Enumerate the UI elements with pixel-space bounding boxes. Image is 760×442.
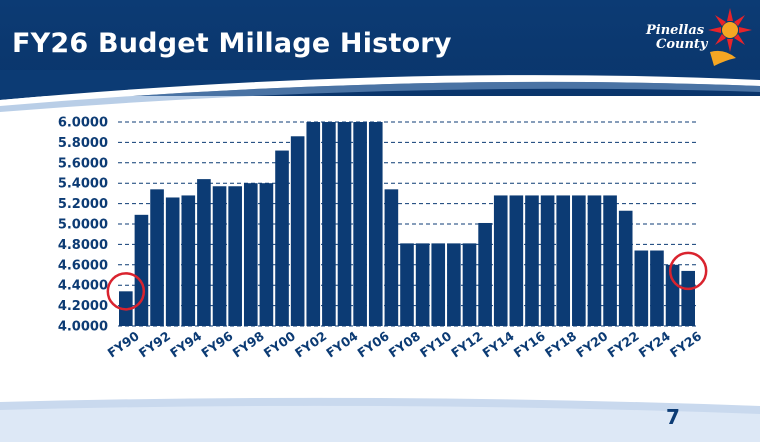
bar-fy01 xyxy=(290,136,305,326)
y-tick-label: 6.0000 xyxy=(58,116,108,131)
y-tick-label: 5.0000 xyxy=(58,218,108,233)
bar-fy03 xyxy=(322,122,336,326)
slide-title: FY26 Budget Millage History xyxy=(12,28,452,59)
x-tick-label: FY98 xyxy=(230,328,267,360)
x-tick-label: FY04 xyxy=(323,328,361,361)
x-tick-label: FY10 xyxy=(417,328,455,361)
bar-fy93 xyxy=(165,197,180,326)
bar-fy20 xyxy=(587,195,602,326)
x-tick-label: FY12 xyxy=(448,328,485,360)
y-tick-label: 4.4000 xyxy=(58,279,108,294)
footer-band xyxy=(0,397,760,442)
bar-fy05 xyxy=(353,122,367,326)
y-tick-label: 4.8000 xyxy=(58,238,108,253)
bar-fy98 xyxy=(243,183,258,326)
bar-fy16 xyxy=(525,195,539,326)
bar-fy12 xyxy=(462,243,477,326)
bar-fy97 xyxy=(228,186,242,326)
bar-fy00 xyxy=(275,150,289,326)
x-tick-label: FY18 xyxy=(542,328,579,360)
x-tick-label: FY96 xyxy=(198,328,236,361)
y-tick-label: 4.6000 xyxy=(58,258,108,273)
y-tick-label: 5.4000 xyxy=(58,177,108,192)
bar-fy10 xyxy=(431,243,446,326)
x-tick-label: FY02 xyxy=(292,328,329,360)
x-tick-label: FY22 xyxy=(604,328,641,360)
bar-fy13 xyxy=(478,222,492,326)
logo-text-pinellas: Pinellas xyxy=(646,23,705,38)
bar-fy22 xyxy=(618,210,633,326)
bar-fy14 xyxy=(493,195,508,326)
bar-fy09 xyxy=(415,243,430,326)
bar-fy15 xyxy=(509,195,524,326)
bar-fy26 xyxy=(681,270,695,326)
bar-fy96 xyxy=(212,186,227,326)
header-curve xyxy=(0,70,760,112)
x-tick-label: FY08 xyxy=(386,328,423,360)
logo-text-county: County xyxy=(656,37,708,52)
x-tick-label: FY16 xyxy=(511,328,549,361)
y-tick-label: 4.0000 xyxy=(58,320,108,335)
bar-fy17 xyxy=(540,195,555,326)
bar-fy08 xyxy=(400,243,414,326)
x-tick-label: FY90 xyxy=(105,328,143,361)
y-tick-label: 5.8000 xyxy=(58,136,108,151)
highlight-circle-fy90 xyxy=(106,272,146,311)
highlight-circle-fy26 xyxy=(668,251,708,291)
x-tick-label: FY94 xyxy=(167,328,205,361)
x-tick-label: FY24 xyxy=(636,328,674,361)
y-tick-label: 4.2000 xyxy=(58,299,108,314)
bar-fy91 xyxy=(134,214,149,326)
millage-bar-chart: 4.0000 4.2000 4.4000 4.6000 4.8000 5.0000 5.20… xyxy=(58,116,708,361)
bar-fy19 xyxy=(572,195,586,326)
bar-fy07 xyxy=(384,189,399,326)
y-tick-label: 5.2000 xyxy=(58,197,108,212)
x-tick-label: FY26 xyxy=(667,328,705,361)
page-number: 7 xyxy=(666,405,680,429)
bar-fy95 xyxy=(197,179,211,326)
x-tick-label: FY14 xyxy=(480,328,518,361)
bar-fy04 xyxy=(337,122,352,326)
y-tick-label: 5.6000 xyxy=(58,156,108,171)
bar-fy24 xyxy=(650,250,664,326)
bar-fy11 xyxy=(447,243,461,326)
x-tick-label: FY20 xyxy=(573,328,611,361)
bar-fy94 xyxy=(181,195,196,326)
sun-logo-icon xyxy=(708,8,752,66)
pinellas-county-logo: Pinellas County xyxy=(640,8,752,80)
bar-fy99 xyxy=(259,183,274,326)
x-tick-label: FY92 xyxy=(136,328,173,360)
bar-fy02 xyxy=(306,122,321,326)
bar-fy25 xyxy=(665,264,680,326)
bar-fy92 xyxy=(150,189,164,326)
bar-fy23 xyxy=(634,250,649,326)
millage-chart: 4.0000 4.2000 4.4000 4.6000 4.8000 5.0000 5.20… xyxy=(0,100,760,390)
bar-fy18 xyxy=(556,195,571,326)
bar-fy06 xyxy=(368,122,383,326)
x-tick-label: FY06 xyxy=(355,328,393,361)
bar-fy21 xyxy=(603,195,617,326)
x-tick-label: FY00 xyxy=(261,328,299,361)
